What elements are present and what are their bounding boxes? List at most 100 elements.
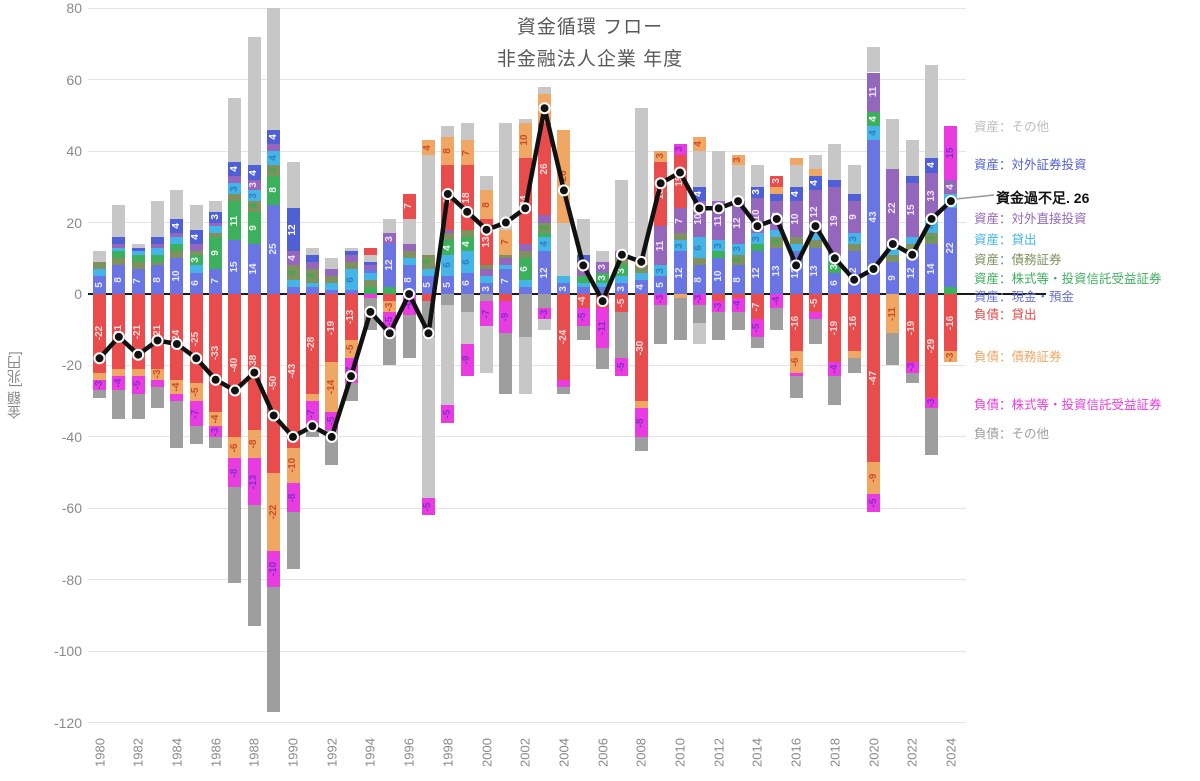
bar-segment-l_other-1988[interactable] xyxy=(247,504,261,627)
bar-segment-l_debt-1990[interactable] xyxy=(286,447,300,484)
bar-segment-l_other-2008[interactable] xyxy=(634,436,648,452)
bar-segment-a_other-1999[interactable] xyxy=(460,311,474,344)
bar-segment-a_other-2016[interactable] xyxy=(789,165,803,187)
bar-segment-l_equity-1987[interactable] xyxy=(228,458,242,487)
bar-segment-a_fps-1991[interactable] xyxy=(305,254,319,262)
bar-segment-a_cash-1986[interactable] xyxy=(209,268,223,294)
bar-segment-a_debt-2008[interactable] xyxy=(634,265,648,273)
bar-segment-l_loan-2020[interactable] xyxy=(867,294,880,462)
bar-segment-a_other-1998[interactable] xyxy=(441,126,455,137)
bar-segment-l_loan-1983[interactable] xyxy=(151,294,165,370)
bar-segment-l_debt-1997[interactable] xyxy=(421,140,435,155)
bar-segment-l_equity-2024[interactable] xyxy=(944,126,958,180)
bar-segment-l_debt-2015[interactable] xyxy=(770,186,784,194)
line-point-1988[interactable] xyxy=(248,366,261,379)
bar-segment-l_debt-1987[interactable] xyxy=(228,436,242,459)
bar-segment-a_other-1991[interactable] xyxy=(305,247,319,255)
bar-segment-a_cash-2010[interactable] xyxy=(673,251,687,294)
legend-item-a_loan[interactable]: 資産：貸出 xyxy=(974,233,1037,247)
bar-segment-a_cash-2018[interactable] xyxy=(828,272,842,294)
bar-segment-l_debt-1988[interactable] xyxy=(247,429,261,459)
bar-segment-a_other-2023[interactable] xyxy=(925,65,939,159)
bar-segment-a_cash-2023[interactable] xyxy=(925,243,939,294)
bar-segment-l_debt-1989[interactable] xyxy=(267,472,281,552)
bar-segment-l_debt-1998[interactable] xyxy=(441,136,455,166)
bar-segment-l_other-1990[interactable] xyxy=(286,511,300,570)
line-point-2010[interactable] xyxy=(674,166,686,179)
legend-item-a_cash[interactable]: 資産：現金・預金 xyxy=(974,290,1075,304)
bar-segment-a_cash-2020[interactable] xyxy=(867,140,880,294)
bar-segment-a_loan-2014[interactable] xyxy=(750,233,764,244)
bar-segment-l_equity-2012[interactable] xyxy=(712,301,726,312)
bar-segment-l_other-2011[interactable] xyxy=(692,304,706,323)
bar-segment-a_fdi-1991[interactable] xyxy=(305,261,319,269)
line-point-2024[interactable] xyxy=(944,195,957,208)
bar-segment-a_debt-2013[interactable] xyxy=(731,254,745,266)
bar-segment-a_loan-2022[interactable] xyxy=(905,236,919,244)
bar-segment-a_fps-1993[interactable] xyxy=(344,251,358,255)
bar-segment-l_equity-1985[interactable] xyxy=(189,401,203,427)
bar-segment-a_fdi-2006[interactable] xyxy=(596,261,610,273)
legend-item-a_equity[interactable]: 資産：株式等・投資信託受益証券 xyxy=(974,272,1162,286)
bar-segment-l_other-2018[interactable] xyxy=(828,376,842,405)
bar-segment-a_equity-2018[interactable] xyxy=(828,261,842,273)
bar-segment-a_cash-1999[interactable] xyxy=(460,272,474,294)
bar-segment-l_loan-2015[interactable] xyxy=(770,176,784,187)
bar-segment-a_loan-2003[interactable] xyxy=(538,236,552,252)
bar-segment-a_other-2000[interactable] xyxy=(480,176,493,191)
bar-segment-l_other-2009[interactable] xyxy=(654,304,668,344)
bar-segment-l_loan-2022[interactable] xyxy=(905,294,919,362)
bar-segment-l_debt-2009[interactable] xyxy=(654,151,668,162)
legend-item-a_fdi[interactable]: 資産：対外直接投資 xyxy=(974,212,1087,226)
bar-segment-a_equity-1985[interactable] xyxy=(189,254,203,266)
bar-segment-a_equity-1995[interactable] xyxy=(383,286,397,294)
bar-segment-a_loan-2006[interactable] xyxy=(596,283,610,287)
bar-segment-a_other-2019[interactable] xyxy=(847,165,861,194)
bar-segment-a_equity-2005[interactable] xyxy=(576,276,590,284)
bar-segment-a_cash-1995[interactable] xyxy=(383,243,397,287)
line-point-2017[interactable] xyxy=(809,220,822,233)
bar-segment-a_fdi-2020[interactable] xyxy=(867,72,880,112)
legend-item-a_debt[interactable]: 資産：債務証券 xyxy=(974,253,1062,267)
bar-segment-a_fps-2014[interactable] xyxy=(750,186,764,198)
bar-segment-a_other-1983[interactable] xyxy=(151,201,165,237)
bar-segment-a_loan-1996[interactable] xyxy=(402,258,416,266)
bar-segment-a_debt-1994[interactable] xyxy=(363,279,377,287)
bar-segment-l_debt-2000[interactable] xyxy=(480,190,493,219)
bar-segment-a_loan-2008[interactable] xyxy=(634,272,648,280)
bar-segment-a_loan-2004[interactable] xyxy=(557,276,571,284)
bar-segment-l_equity-1981[interactable] xyxy=(112,376,126,391)
bar-segment-a_other-1996[interactable] xyxy=(402,218,416,244)
bar-segment-l_loan-2005[interactable] xyxy=(576,294,590,309)
bar-segment-l_equity-2013[interactable] xyxy=(731,297,745,312)
bar-segment-a_other-2003[interactable] xyxy=(538,319,552,330)
bar-segment-l_equity-1989[interactable] xyxy=(267,551,281,587)
bar-segment-l_other-2014[interactable] xyxy=(750,336,764,348)
bar-segment-a_loan-2007[interactable] xyxy=(615,276,629,284)
line-point-1991[interactable] xyxy=(306,420,319,433)
bar-segment-l_other-1982[interactable] xyxy=(131,394,145,420)
bar-segment-l_debt-1985[interactable] xyxy=(189,383,203,402)
bar-segment-a_loan-2005[interactable] xyxy=(576,283,590,287)
bar-segment-l_debt-1992[interactable] xyxy=(325,361,339,412)
line-point-2022[interactable] xyxy=(906,248,919,261)
bar-segment-l_loan-2019[interactable] xyxy=(847,294,861,352)
line-point-1985[interactable] xyxy=(190,352,203,365)
bar-segment-a_cash-2009[interactable] xyxy=(654,276,668,294)
bar-segment-l_other-2019[interactable] xyxy=(847,358,861,373)
bar-segment-l_loan-2008[interactable] xyxy=(634,294,648,402)
bar-segment-a_other-1986[interactable] xyxy=(209,201,223,212)
bar-segment-l_debt-2016[interactable] xyxy=(789,158,803,166)
bar-segment-a_fdi-1993[interactable] xyxy=(344,254,358,262)
bar-segment-l_equity-2011[interactable] xyxy=(692,294,706,305)
bar-segment-a_fdi-2022[interactable] xyxy=(905,183,919,237)
bar-segment-a_other-1984[interactable] xyxy=(170,190,184,219)
bar-segment-a_debt-2002[interactable] xyxy=(518,251,532,259)
bar-segment-l_other-2017[interactable] xyxy=(808,319,822,344)
bar-segment-a_equity-2002[interactable] xyxy=(518,258,532,280)
bar-segment-a_debt-2016[interactable] xyxy=(789,236,803,244)
bar-segment-a_loan-2010[interactable] xyxy=(673,240,687,252)
bar-segment-a_cash-2003[interactable] xyxy=(538,251,552,294)
bar-segment-l_other-2001[interactable] xyxy=(499,333,513,395)
bar-segment-l_equity-2022[interactable] xyxy=(905,361,919,373)
